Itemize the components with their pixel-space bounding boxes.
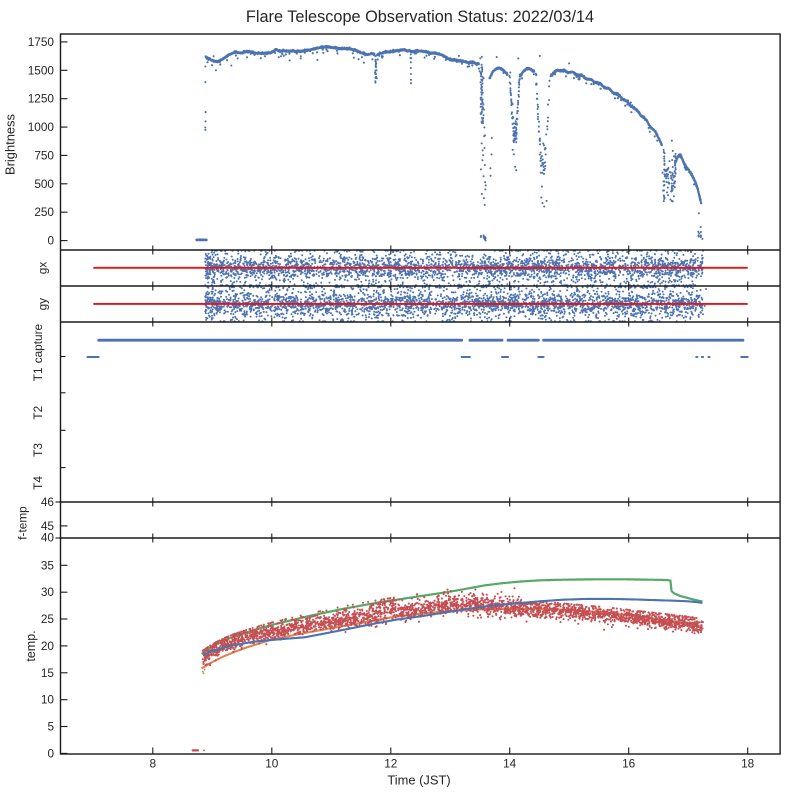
svg-text:10: 10 — [265, 756, 279, 770]
svg-text:25: 25 — [41, 612, 55, 626]
svg-text:gx: gx — [36, 262, 50, 275]
svg-text:0: 0 — [47, 234, 54, 248]
svg-text:Time (JST): Time (JST) — [387, 773, 450, 788]
svg-text:30: 30 — [41, 585, 55, 599]
svg-text:T4: T4 — [31, 476, 45, 490]
svg-text:14: 14 — [503, 756, 517, 770]
svg-text:Flare Telescope Observation St: Flare Telescope Observation Status: 2022… — [246, 8, 594, 26]
svg-text:16: 16 — [622, 756, 636, 770]
svg-text:gy: gy — [36, 298, 50, 311]
svg-text:f-temp: f-temp — [16, 506, 30, 540]
svg-text:750: 750 — [34, 148, 54, 162]
svg-text:20: 20 — [41, 639, 55, 653]
svg-text:500: 500 — [34, 177, 54, 191]
svg-text:46: 46 — [41, 495, 55, 509]
svg-text:40: 40 — [41, 531, 55, 545]
svg-text:1250: 1250 — [28, 92, 55, 106]
svg-text:5: 5 — [47, 720, 54, 734]
svg-text:1000: 1000 — [28, 120, 55, 134]
svg-text:T2: T2 — [31, 406, 45, 420]
svg-text:T3: T3 — [31, 443, 45, 457]
svg-text:250: 250 — [34, 205, 54, 219]
svg-text:45: 45 — [41, 519, 55, 533]
svg-text:Brightness: Brightness — [3, 114, 18, 175]
svg-text:15: 15 — [41, 666, 55, 680]
svg-text:1500: 1500 — [28, 63, 55, 77]
svg-text:35: 35 — [41, 558, 55, 572]
svg-text:18: 18 — [741, 756, 755, 770]
svg-text:1750: 1750 — [28, 35, 55, 49]
svg-text:10: 10 — [41, 693, 55, 707]
svg-text:temp.: temp. — [24, 630, 38, 661]
svg-text:12: 12 — [384, 756, 397, 770]
svg-text:capture: capture — [31, 323, 45, 363]
svg-text:T1: T1 — [31, 367, 45, 381]
svg-text:8: 8 — [150, 756, 157, 770]
svg-text:0: 0 — [47, 746, 54, 760]
